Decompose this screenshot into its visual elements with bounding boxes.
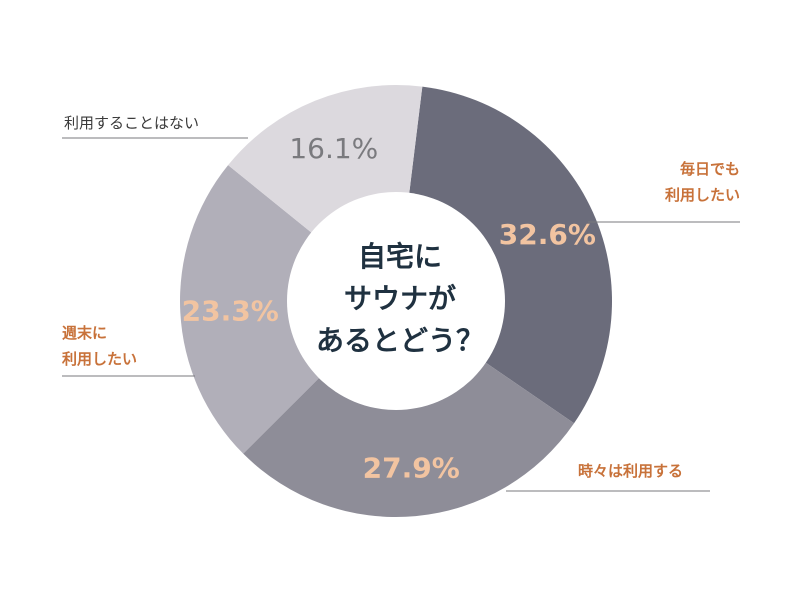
chart-title-line-1: 自宅に — [357, 240, 442, 273]
chart-title: 自宅に サウナが あるとどう？ — [290, 236, 510, 362]
category-label-never-line-1: 利用することはない — [64, 114, 200, 132]
category-label-weekend-line-1: 週末に — [62, 324, 108, 342]
slice-daily — [396, 86, 612, 424]
leader-lines — [62, 137, 740, 492]
value-label-never: 16.1% — [289, 132, 378, 165]
value-label-sometimes: 27.9% — [363, 451, 460, 484]
value-labels: 32.6% 27.9% 23.3% 16.1% — [182, 132, 596, 484]
category-label-sometimes: 時々は利用する — [578, 458, 683, 484]
category-label-sometimes-line-1: 時々は利用する — [578, 462, 684, 480]
donut-center-disc — [287, 192, 505, 410]
chart-title-line-3: あるとどう？ — [315, 324, 484, 357]
category-label-never: 利用することはない — [64, 110, 199, 136]
value-label-weekend: 23.3% — [182, 295, 279, 328]
category-label-weekend-line-2: 利用したい — [62, 350, 138, 368]
category-label-daily-line-2: 利用したい — [664, 186, 740, 204]
chart-title-line-2: サウナが — [343, 282, 456, 315]
category-label-daily: 毎日でも 利用したい — [620, 156, 740, 208]
value-label-daily: 32.6% — [499, 218, 596, 251]
category-label-daily-line-1: 毎日でも — [679, 160, 740, 178]
category-label-weekend: 週末に 利用したい — [62, 320, 137, 372]
